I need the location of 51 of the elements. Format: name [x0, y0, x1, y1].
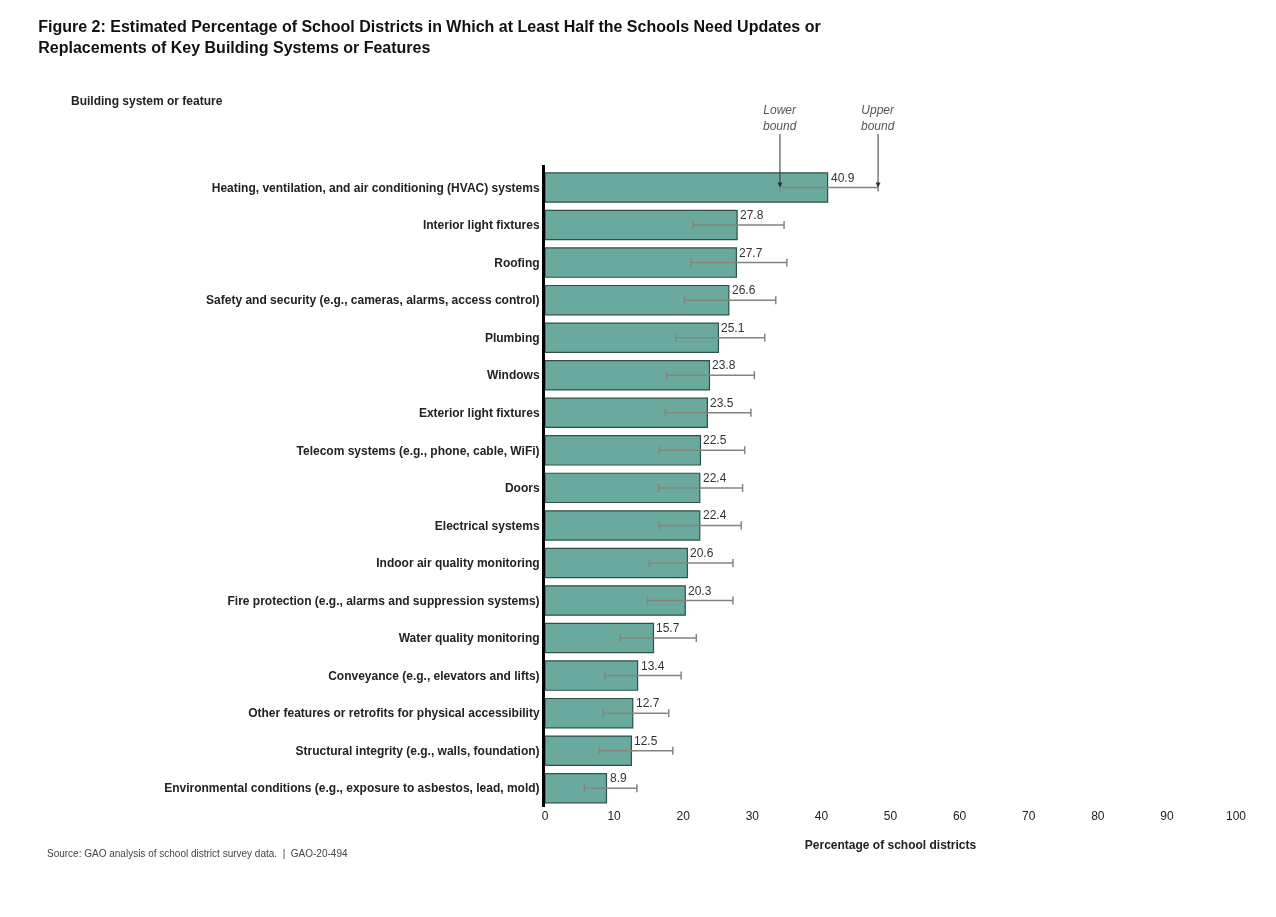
x-tick-label: 40 [814, 809, 829, 823]
data-label: 12.7 [636, 696, 660, 710]
data-label: 12.5 [634, 734, 658, 748]
data-label: 13.4 [641, 659, 665, 673]
y-tick-label: Safety and security (e.g., cameras, alarms, access control) [206, 293, 540, 308]
y-tick-label: Telecom systems (e.g., phone, cable, WiFi) [296, 443, 540, 458]
x-tick-label: 0 [541, 809, 549, 823]
y-tick-label: Water quality monitoring [398, 631, 540, 646]
y-tick-label: Interior light fixtures [422, 218, 540, 233]
data-label: 20.6 [690, 546, 714, 560]
y-tick-label: Roofing [494, 255, 540, 270]
data-label: 15.7 [656, 621, 680, 635]
y-tick-label: Heating, ventilation, and air conditioning (HVAC) systems [211, 180, 540, 195]
x-tick-label: 50 [883, 809, 898, 823]
data-label: 22.4 [703, 508, 727, 522]
x-tick-label: 80 [1091, 809, 1105, 823]
y-axis-title: Building system or feature [71, 94, 223, 108]
data-label: 27.8 [740, 208, 764, 222]
x-tick-label: 20 [676, 809, 691, 823]
chart-title: Figure 2: Estimated Percentage of School Districts in Which at Least Half the Schools Need Updates or Replacements of Key Building Systems or Features [38, 18, 821, 56]
x-axis-title: Percentage of school districts [804, 837, 977, 852]
data-label: 23.5 [710, 396, 734, 410]
data-label: 23.8 [712, 358, 736, 372]
y-tick-label: Indoor air quality monitoring [376, 556, 540, 571]
annotation: Lower bound [763, 103, 798, 133]
data-label: 22.4 [703, 471, 727, 485]
annotation: Upper bound [861, 103, 896, 133]
y-tick-label: Environmental conditions (e.g., exposure to asbestos, lead, mold) [164, 781, 540, 796]
data-label: 40.9 [831, 171, 855, 185]
data-label: 20.3 [688, 584, 712, 598]
data-label: 26.6 [732, 283, 756, 297]
y-tick-label: Electrical systems [434, 518, 540, 533]
y-tick-label: Exterior light fixtures [418, 405, 540, 420]
x-tick-label: 100 [1225, 809, 1247, 823]
data-label: 27.7 [739, 246, 763, 260]
data-label: 25.1 [721, 321, 745, 335]
x-tick-label: 60 [952, 809, 967, 823]
y-tick-label: Doors [504, 481, 540, 496]
y-tick-label: Structural integrity (e.g., walls, foundation) [295, 743, 540, 758]
data-label: 8.9 [610, 771, 628, 785]
y-tick-label: Windows [487, 368, 540, 383]
x-tick-label: 90 [1160, 809, 1174, 823]
y-tick-label: Conveyance (e.g., elevators and lifts) [328, 668, 540, 683]
data-label: 22.5 [703, 433, 727, 447]
y-tick-label: Fire protection (e.g., alarms and suppression systems) [227, 593, 540, 608]
y-tick-label: Plumbing [484, 330, 540, 345]
x-tick-label: 30 [745, 809, 760, 823]
source-note: Source: GAO analysis of school district survey data. | GAO-20-494 [47, 848, 348, 859]
y-tick-label: Other features or retrofits for physical accessibility [248, 706, 540, 721]
x-tick-label: 10 [607, 809, 622, 823]
x-tick-label: 70 [1022, 809, 1036, 823]
